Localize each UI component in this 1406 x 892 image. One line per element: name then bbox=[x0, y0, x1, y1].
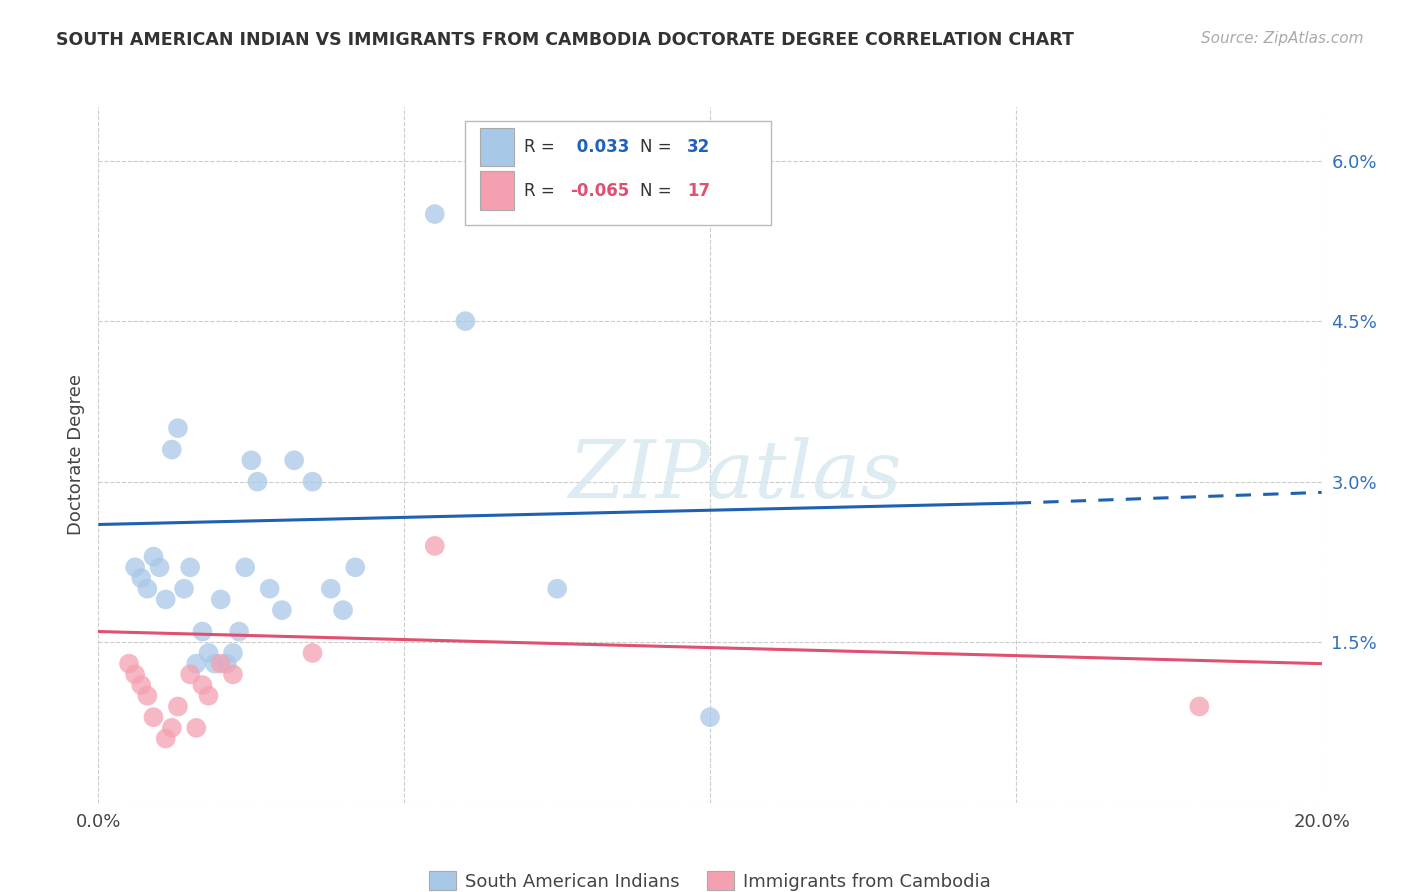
Text: 17: 17 bbox=[686, 182, 710, 200]
Point bbox=[179, 560, 201, 574]
Point bbox=[142, 549, 165, 564]
Point bbox=[155, 592, 177, 607]
Point bbox=[142, 710, 165, 724]
Point bbox=[173, 582, 195, 596]
Point bbox=[136, 582, 159, 596]
Point bbox=[215, 657, 238, 671]
Point bbox=[204, 657, 226, 671]
Text: N =: N = bbox=[640, 182, 678, 200]
Point bbox=[209, 657, 232, 671]
Text: -0.065: -0.065 bbox=[571, 182, 630, 200]
Point bbox=[136, 689, 159, 703]
Point bbox=[149, 560, 172, 574]
Point bbox=[240, 453, 263, 467]
Point bbox=[167, 421, 190, 435]
Point bbox=[319, 582, 342, 596]
Point bbox=[186, 721, 208, 735]
Point bbox=[129, 678, 152, 692]
Text: Source: ZipAtlas.com: Source: ZipAtlas.com bbox=[1201, 31, 1364, 46]
Bar bbox=[479, 128, 515, 166]
Point bbox=[228, 624, 250, 639]
Point bbox=[546, 582, 568, 596]
Text: 0.033: 0.033 bbox=[571, 137, 628, 156]
Point bbox=[301, 475, 323, 489]
Text: R =: R = bbox=[524, 137, 560, 156]
Text: N =: N = bbox=[640, 137, 678, 156]
Point bbox=[454, 314, 477, 328]
Point bbox=[233, 560, 256, 574]
Point bbox=[301, 646, 323, 660]
Point bbox=[160, 442, 183, 457]
Text: 32: 32 bbox=[686, 137, 710, 156]
Point bbox=[191, 678, 214, 692]
Point bbox=[186, 657, 208, 671]
Point bbox=[222, 646, 245, 660]
Point bbox=[167, 699, 190, 714]
Point bbox=[160, 721, 183, 735]
Point bbox=[699, 710, 721, 724]
Y-axis label: Doctorate Degree: Doctorate Degree bbox=[66, 375, 84, 535]
Point bbox=[332, 603, 354, 617]
Text: ZIPatlas: ZIPatlas bbox=[568, 437, 901, 515]
Point bbox=[222, 667, 245, 681]
Legend: South American Indians, Immigrants from Cambodia: South American Indians, Immigrants from … bbox=[422, 864, 998, 892]
Point bbox=[423, 207, 446, 221]
Point bbox=[155, 731, 177, 746]
Point bbox=[283, 453, 305, 467]
Point bbox=[118, 657, 141, 671]
Point bbox=[270, 603, 292, 617]
Point bbox=[197, 689, 219, 703]
Point bbox=[209, 592, 232, 607]
Point bbox=[129, 571, 152, 585]
FancyBboxPatch shape bbox=[465, 121, 772, 226]
Point bbox=[124, 667, 146, 681]
Point bbox=[423, 539, 446, 553]
Point bbox=[1188, 699, 1211, 714]
Point bbox=[191, 624, 214, 639]
Text: SOUTH AMERICAN INDIAN VS IMMIGRANTS FROM CAMBODIA DOCTORATE DEGREE CORRELATION C: SOUTH AMERICAN INDIAN VS IMMIGRANTS FROM… bbox=[56, 31, 1074, 49]
Text: R =: R = bbox=[524, 182, 560, 200]
Bar bbox=[479, 171, 515, 210]
Point bbox=[179, 667, 201, 681]
Point bbox=[344, 560, 367, 574]
Point bbox=[124, 560, 146, 574]
Point bbox=[197, 646, 219, 660]
Point bbox=[246, 475, 269, 489]
Point bbox=[259, 582, 281, 596]
